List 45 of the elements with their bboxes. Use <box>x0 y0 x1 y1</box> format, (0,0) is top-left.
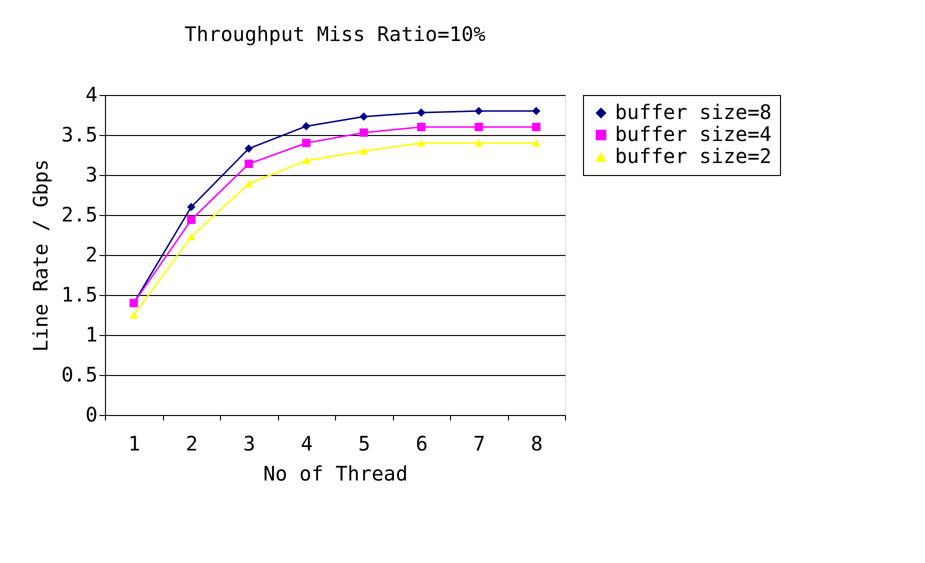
y-tick-label: 0 <box>85 402 98 426</box>
x-tick-label: 5 <box>358 432 370 456</box>
point <box>130 311 138 319</box>
point <box>532 106 540 116</box>
point <box>474 106 483 116</box>
point <box>244 180 253 188</box>
y-tick-label: 4 <box>85 82 98 106</box>
point <box>187 232 196 240</box>
point <box>360 128 368 137</box>
point <box>244 160 253 168</box>
point <box>474 122 483 132</box>
y-tick-label: 3.5 <box>61 122 98 146</box>
x-tick-label: 2 <box>186 432 198 456</box>
y-tick-label: 2.5 <box>61 202 98 226</box>
x-tick-label: 8 <box>530 432 543 456</box>
x-tick-label: 4 <box>300 432 313 456</box>
point <box>360 147 368 155</box>
point <box>360 112 368 121</box>
x-tick-label: 3 <box>243 432 256 456</box>
y-tick-label: 1 <box>85 322 98 346</box>
point <box>244 144 253 153</box>
point <box>417 108 426 117</box>
y-axis-title: Line Rate / Gbps <box>28 159 52 352</box>
y-tick-label: 2 <box>85 242 98 266</box>
x-tick-label: 6 <box>416 432 428 456</box>
x-tick-label: 1 <box>128 432 140 456</box>
y-tick-label: 1.5 <box>61 282 98 306</box>
legend-label: buffer size=2 <box>615 144 772 168</box>
point <box>302 122 310 130</box>
point <box>532 122 540 132</box>
point <box>417 122 426 132</box>
point <box>302 156 310 164</box>
point <box>187 216 196 224</box>
y-tick-label: 0.5 <box>61 362 98 386</box>
x-axis-title: No of Thread <box>263 462 408 486</box>
y-tick-label: 3 <box>85 162 98 186</box>
point <box>417 139 426 147</box>
legend-label: buffer size=4 <box>615 122 772 146</box>
point <box>187 202 196 212</box>
point <box>474 139 483 147</box>
point <box>532 139 540 147</box>
x-tick-label: 7 <box>473 432 486 456</box>
legend-label: buffer size=8 <box>615 100 772 124</box>
point <box>302 138 310 148</box>
chart-title: Throughput Miss Ratio=10% <box>184 22 486 46</box>
